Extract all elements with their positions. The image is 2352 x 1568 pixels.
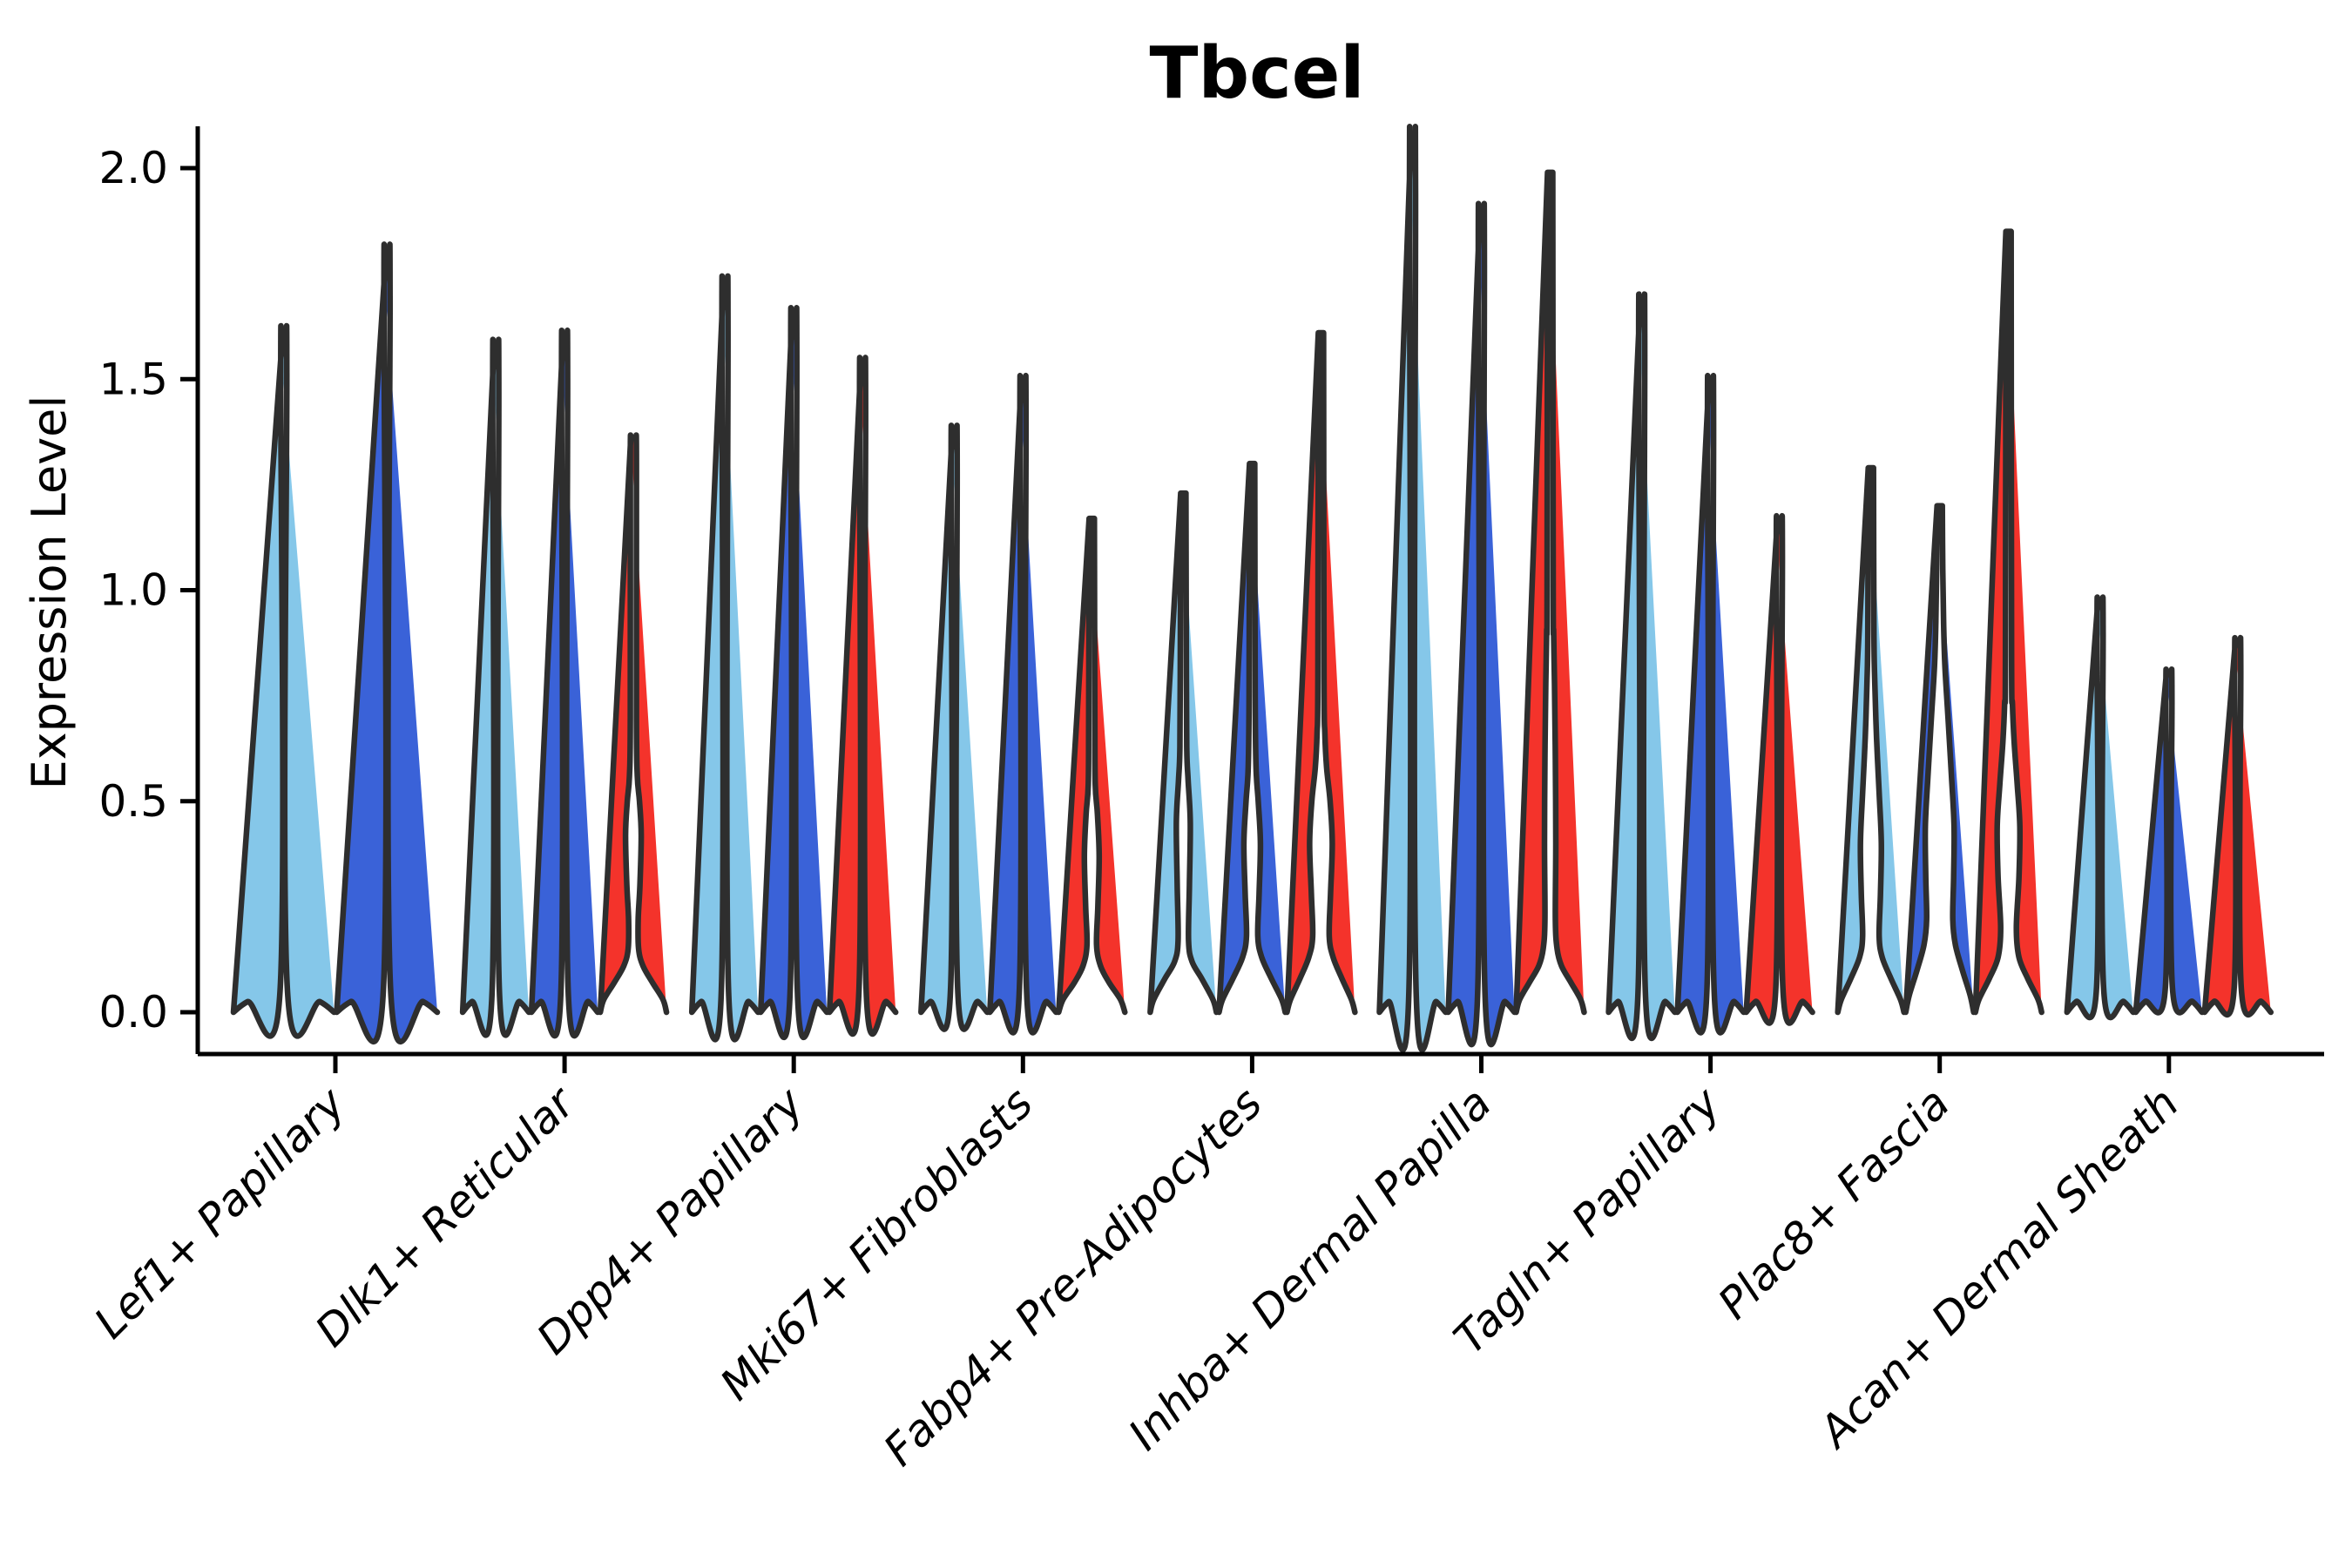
violin-dark_blue-dlk1 [528, 328, 601, 1039]
y-axis-label: Expression Level [22, 395, 77, 790]
x-tick-label: Inhba+ Dermal Papilla [1119, 1078, 1501, 1459]
chart-title: Tbcel [1150, 32, 1365, 115]
violins-layer [230, 124, 2274, 1053]
violin-light_blue-dlk1 [459, 336, 532, 1038]
x-tick-label: Fabp4+ Pre-Adipocytes [874, 1078, 1272, 1476]
violin-dark_blue-lef1 [334, 241, 441, 1045]
violin-light_blue-acan [2064, 594, 2137, 1021]
violin-light_blue-mki67 [918, 422, 990, 1032]
x-tick-label: Lef1+ Papillary [84, 1077, 355, 1348]
violin-dark_blue-acan [2132, 666, 2206, 1016]
x-tick-label: Acan+ Dermal Sheath [1808, 1078, 2188, 1458]
violin-dark_blue-fabp4 [1216, 460, 1288, 1016]
y-tick-label: 2.0 [98, 143, 168, 193]
violin-dark_blue-inhba [1445, 200, 1517, 1048]
violin-light_blue-plac8 [1835, 464, 1907, 1016]
violin-light_blue-lef1 [230, 322, 337, 1039]
x-tick-label: Plac8+ Fascia [1708, 1078, 1959, 1328]
violin-light_blue-tagln [1605, 291, 1678, 1042]
violin-light_blue-fabp4 [1147, 490, 1220, 1016]
violin-red-dpp4 [826, 355, 899, 1037]
violin-dark_blue-dpp4 [757, 305, 830, 1041]
violin-dark_blue-tagln [1674, 372, 1747, 1036]
violin-light_blue-inhba [1376, 124, 1449, 1053]
violin-red-acan [2201, 634, 2274, 1018]
violin-dark_blue-plac8 [1903, 503, 1977, 1016]
violin-red-tagln [1743, 513, 1815, 1026]
y-tick-label: 0.5 [98, 776, 168, 827]
violin-red-fabp4 [1284, 329, 1358, 1016]
y-tick-label: 0.0 [98, 987, 168, 1037]
violin-red-dlk1 [597, 432, 670, 1016]
violin-red-mki67 [1056, 515, 1128, 1016]
violin-light_blue-dpp4 [688, 273, 761, 1043]
violin-red-plac8 [1972, 228, 2044, 1016]
y-tick-label: 1.0 [98, 565, 168, 616]
violin-red-inhba [1513, 169, 1587, 1016]
y-tick-label: 1.5 [98, 354, 168, 404]
violin-dark_blue-mki67 [987, 372, 1059, 1036]
